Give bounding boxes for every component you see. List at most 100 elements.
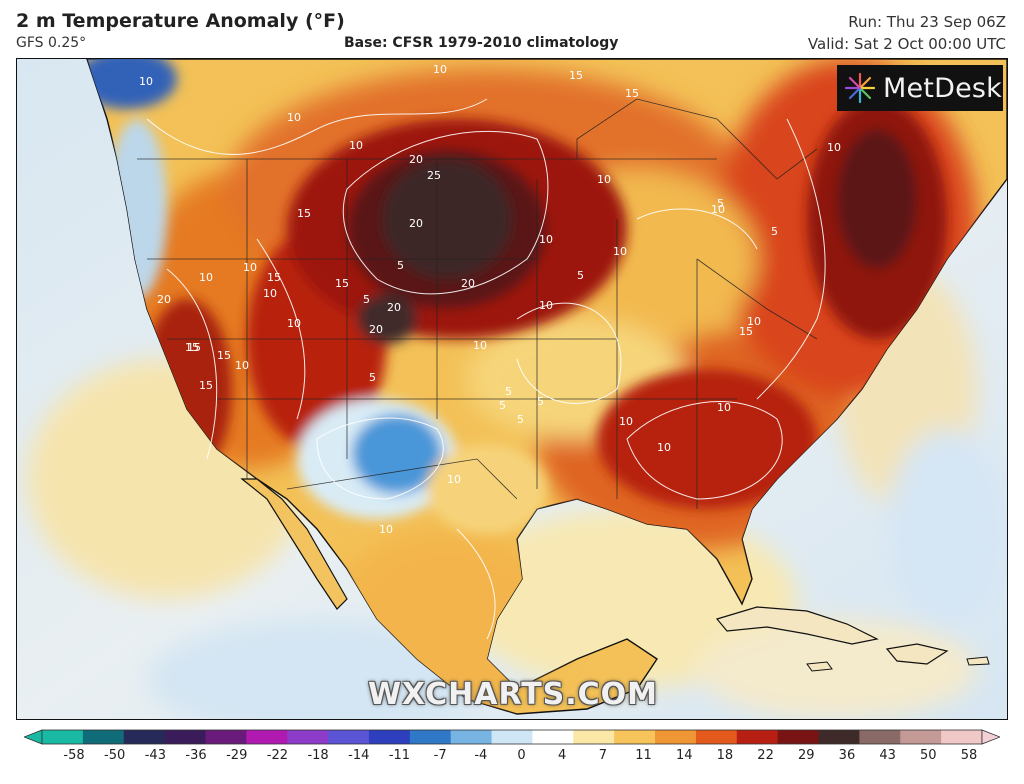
legend-tick-label: 43: [879, 748, 896, 763]
ocean-warm-caribbean: [697, 619, 977, 719]
contour-label: 20: [409, 153, 423, 166]
color-legend: -58 -50 -43 -36 -29 -22 -18 -14 -11 -7 -4 0 4 7 11 14 18…: [22, 726, 1002, 782]
contour-label: 15: [335, 277, 349, 290]
legend-swatch: [246, 730, 288, 744]
legend-tick-label: 14: [675, 748, 693, 763]
contour-label: 20: [461, 277, 475, 290]
contour-label: 5: [577, 269, 584, 282]
legend-swatch: [42, 730, 84, 744]
legend-arrow-right: [981, 729, 1002, 745]
contour-label: 10: [199, 271, 213, 284]
contour-label: 15: [185, 341, 199, 354]
contour-label: 15: [217, 349, 231, 362]
legend-swatch: [941, 730, 983, 744]
legend-swatch: [164, 730, 206, 744]
contour-label: 10: [711, 203, 725, 216]
political-borders: [137, 98, 818, 509]
legend-tick-label: -7: [433, 748, 447, 763]
contour-label: 5: [363, 293, 370, 306]
contour-label: 10: [263, 287, 277, 300]
contour-label: 5: [717, 197, 724, 210]
contour-label: 10: [433, 63, 447, 76]
legend-tick-label: -11: [388, 748, 411, 763]
land-cuba: [715, 606, 879, 645]
legend-tick-label: 11: [635, 748, 652, 763]
legend-tick-label: 22: [757, 748, 774, 763]
contour-label: 15: [187, 341, 201, 354]
legend-swatch: [777, 730, 820, 744]
wxcharts-watermark: WXCHARTS.COM: [367, 677, 659, 712]
mild-texas: [427, 444, 547, 534]
legend-swatch: [859, 730, 901, 744]
legend-tick-label: -22: [266, 748, 289, 763]
legend-swatch: [532, 730, 574, 744]
legend-swatch: [695, 730, 738, 744]
legend-swatch: [409, 730, 452, 744]
legend-swatch: [205, 730, 247, 744]
legend-swatch: [82, 730, 125, 744]
land-hispaniola: [885, 643, 949, 665]
legend-tick-labels: -58 -50 -43 -36 -29 -22 -18 -14 -11 -7 -4 0 4 7 11 14 18…: [24, 748, 1000, 768]
chart-header: 2 m Temperature Anomaly (°F) GFS 0.25° B…: [0, 0, 1024, 58]
contour-label: 10: [287, 111, 301, 124]
run-time: Run: Thu 23 Sep 06Z: [848, 13, 1006, 31]
ocean-cool-atlantic: [887, 429, 1007, 629]
contour-label: 15: [297, 207, 311, 220]
metdesk-logo: MetDesk: [837, 65, 1003, 111]
map-canvas: 10 15 15 10 10 10 20 25 20 20 15 15 10 1…: [17, 59, 1007, 719]
legend-swatch: [818, 730, 860, 744]
legend-swatch: [328, 730, 370, 744]
contour-label: 5: [397, 259, 404, 272]
contour-label: 25: [427, 169, 441, 182]
contour-label: 5: [499, 399, 506, 412]
legend-tick-label: 58: [960, 748, 978, 763]
contour-label: 10: [717, 401, 731, 414]
legend-arrow-left: [22, 729, 43, 745]
legend-tick-label: -36: [185, 748, 207, 763]
legend-tick-label: 0: [517, 748, 526, 763]
extreme-colorado: [357, 294, 417, 344]
contour-label: 10: [139, 75, 153, 88]
contour-label: 10: [657, 441, 671, 454]
very-hot-quebec: [837, 129, 917, 269]
chart-title: 2 m Temperature Anomaly (°F): [16, 10, 345, 32]
cold-new-mexico: [352, 414, 442, 494]
legend-tick-label: 29: [797, 748, 815, 763]
metdesk-burst-icon: [844, 72, 876, 104]
legend-tick-label: 18: [716, 748, 734, 763]
contour-label: 5: [537, 395, 544, 408]
hot-southeast: [597, 369, 817, 509]
legend-tick-label: 36: [838, 748, 856, 763]
contour-label: 20: [409, 217, 423, 230]
legend-tick-label: -18: [307, 748, 329, 763]
legend-tick-label: 50: [920, 748, 937, 763]
legend-tick-label: 4: [558, 748, 567, 763]
legend-swatch: [287, 730, 329, 744]
contour-label: 5: [517, 413, 524, 426]
legend-swatch: [736, 730, 779, 744]
contour-label: 10: [827, 141, 841, 154]
contour-label-layer: 10 15 15 10 10 10 20 25 20 20 15 15 10 1…: [139, 63, 841, 536]
contour-label: 5: [771, 225, 778, 238]
contour-label: 10: [619, 415, 633, 428]
legend-tick-label: -50: [104, 748, 126, 763]
legend-swatch: [491, 730, 533, 744]
legend-swatch: [573, 730, 615, 744]
contour-label: 10: [379, 523, 393, 536]
contour-label: 5: [369, 371, 376, 384]
contour-lines: [146, 98, 826, 640]
metdesk-logo-text: MetDesk: [883, 72, 1002, 104]
contour-label: 10: [447, 473, 461, 486]
contour-label: 10: [747, 315, 761, 328]
land-jamaica: [806, 661, 833, 672]
contour-label: 15: [625, 87, 639, 100]
legend-tick-label: -43: [144, 748, 166, 763]
contour-label: 10: [473, 339, 487, 352]
contour-label: 15: [199, 379, 213, 392]
legend-swatch: [900, 730, 942, 744]
contour-label: 10: [235, 359, 249, 372]
legend-tick-label: -4: [474, 748, 488, 763]
contour-label: 10: [349, 139, 363, 152]
contour-label: 5: [505, 385, 512, 398]
cold-pacific-nw: [87, 59, 177, 109]
